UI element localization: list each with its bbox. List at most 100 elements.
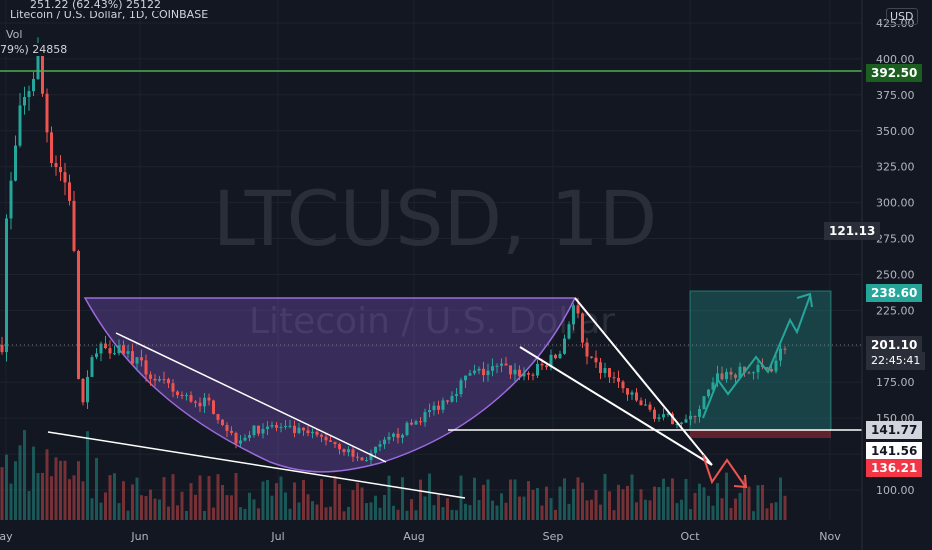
candle[interactable]	[711, 382, 715, 390]
candle[interactable]	[108, 348, 112, 354]
candle[interactable]	[657, 417, 661, 419]
candle[interactable]	[54, 163, 58, 168]
candle[interactable]	[410, 422, 413, 425]
candle[interactable]	[783, 348, 787, 350]
candle[interactable]	[734, 374, 737, 378]
candle[interactable]	[306, 430, 310, 434]
long-position-profit-zone[interactable]	[689, 290, 832, 431]
candle[interactable]	[194, 401, 197, 403]
candle[interactable]	[126, 351, 130, 354]
candle[interactable]	[131, 351, 134, 364]
long-position-stop-zone[interactable]	[690, 430, 831, 438]
candle[interactable]	[405, 422, 409, 436]
candle[interactable]	[743, 366, 746, 373]
candle[interactable]	[738, 366, 742, 378]
candle[interactable]	[464, 375, 467, 381]
candle[interactable]	[693, 415, 697, 417]
candle[interactable]	[275, 425, 278, 428]
candle[interactable]	[243, 437, 247, 441]
candle[interactable]	[653, 409, 656, 419]
candle[interactable]	[333, 441, 337, 445]
candle[interactable]	[261, 429, 265, 434]
candle[interactable]	[342, 449, 346, 453]
flag-upper[interactable]	[574, 297, 713, 466]
candle[interactable]	[522, 373, 526, 377]
candle[interactable]	[680, 422, 683, 424]
candle[interactable]	[104, 343, 107, 349]
candle[interactable]	[536, 363, 539, 376]
candle[interactable]	[95, 353, 98, 358]
candle[interactable]	[639, 400, 643, 406]
candle[interactable]	[18, 105, 22, 146]
candle[interactable]	[504, 363, 508, 366]
candle[interactable]	[594, 357, 598, 363]
falling-wedge-lower[interactable]	[47, 431, 466, 499]
candle[interactable]	[459, 380, 463, 395]
candle[interactable]	[45, 93, 49, 133]
legend-symbol-title[interactable]: Litecoin / U.S. Dollar, 1D, COINBASE	[10, 8, 209, 21]
legend-volume-label[interactable]: Vol	[6, 28, 23, 41]
candle[interactable]	[590, 356, 593, 358]
candle[interactable]	[225, 425, 229, 431]
candle[interactable]	[86, 376, 89, 403]
candle[interactable]	[0, 344, 4, 353]
candle[interactable]	[320, 434, 323, 437]
candle[interactable]	[531, 374, 535, 376]
candle[interactable]	[725, 371, 728, 380]
candle[interactable]	[617, 377, 620, 382]
candle[interactable]	[446, 400, 449, 402]
candle[interactable]	[450, 395, 454, 402]
candle[interactable]	[707, 389, 710, 397]
candle[interactable]	[603, 368, 607, 374]
candle[interactable]	[720, 373, 724, 380]
candle[interactable]	[635, 392, 638, 401]
candle[interactable]	[32, 78, 35, 92]
time-scale[interactable]: ay Jun Jul Aug Sep Oct Nov	[0, 530, 841, 543]
candle[interactable]	[545, 365, 548, 368]
candle[interactable]	[369, 452, 373, 461]
candle[interactable]	[149, 374, 152, 379]
candle[interactable]	[81, 378, 85, 403]
candle[interactable]	[563, 338, 566, 354]
candle[interactable]	[257, 425, 260, 434]
candle[interactable]	[509, 365, 512, 375]
candle[interactable]	[279, 426, 283, 428]
candle[interactable]	[234, 432, 238, 444]
candle[interactable]	[518, 369, 521, 377]
candle[interactable]	[482, 368, 485, 376]
candle[interactable]	[644, 404, 647, 406]
candle[interactable]	[297, 427, 301, 433]
candle[interactable]	[432, 405, 436, 411]
candle[interactable]	[284, 426, 287, 428]
candle[interactable]	[158, 379, 161, 381]
candle[interactable]	[230, 430, 233, 433]
candle[interactable]	[473, 370, 476, 374]
candle[interactable]	[293, 425, 296, 433]
currency-button[interactable]: USD	[886, 8, 918, 25]
candle[interactable]	[396, 433, 400, 438]
candle[interactable]	[419, 421, 422, 423]
candle[interactable]	[423, 412, 427, 423]
candle[interactable]	[198, 402, 202, 407]
candle[interactable]	[747, 372, 751, 374]
candle[interactable]	[72, 200, 76, 251]
candle[interactable]	[774, 360, 778, 372]
candle[interactable]	[270, 425, 274, 427]
candle[interactable]	[549, 354, 553, 368]
candle[interactable]	[666, 413, 670, 415]
candle[interactable]	[585, 342, 589, 357]
candle[interactable]	[414, 421, 418, 425]
candle[interactable]	[626, 388, 629, 395]
candle[interactable]	[288, 425, 292, 427]
candle[interactable]	[500, 363, 503, 366]
candle[interactable]	[441, 400, 445, 410]
candle[interactable]	[554, 354, 557, 359]
candle[interactable]	[684, 419, 688, 423]
candle[interactable]	[315, 431, 319, 435]
candle[interactable]	[756, 365, 760, 373]
candle[interactable]	[437, 405, 440, 410]
candle[interactable]	[99, 343, 103, 354]
candle[interactable]	[90, 357, 94, 377]
